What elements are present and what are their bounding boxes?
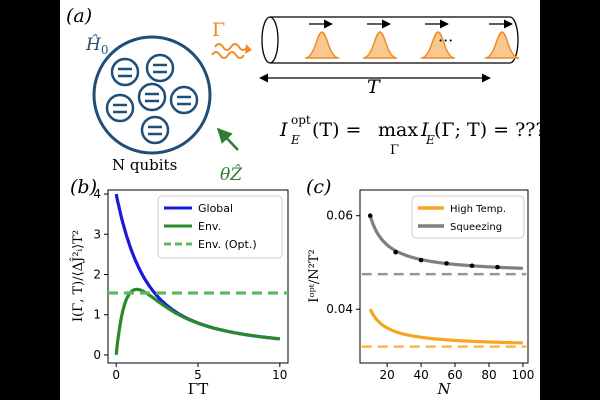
gamma-wave-icon	[211, 51, 245, 59]
figure-svg: (a) Ĥ0 N qubits θẐ Γ ··· T I opt	[66, 5, 540, 398]
theta-label: θẐ	[220, 164, 243, 185]
x-tick-label: 100	[511, 368, 534, 382]
panel-b-xlabel: ΓT	[188, 380, 208, 398]
x-tick-label: 10	[272, 368, 287, 382]
squeezing-point	[495, 264, 500, 270]
formula-rhs-sub: E	[425, 133, 435, 147]
formula-lhs-arg: (T) =	[312, 119, 368, 141]
time-label: T	[367, 76, 381, 98]
panel-b: (b) 0 5 10 0 1 2 3 4 ΓT I(Γ, T)/⟨ΔĴ²ᵢ⟩T² Global…	[70, 176, 289, 398]
qubit-group	[105, 53, 199, 145]
gamma-label: Γ	[212, 19, 225, 41]
x-tick-label: 5	[194, 368, 202, 382]
formula-rhs-arg: (Γ; T) = ???	[434, 119, 540, 141]
qubit-icon	[145, 53, 175, 83]
qubit-icon	[137, 82, 167, 112]
formula-max: max	[378, 119, 418, 141]
pulse-icon	[362, 19, 398, 59]
optimal-info-formula: I opt E (T) = max Γ I E (Γ; T) = ???	[279, 113, 540, 158]
panel-b-label: (b)	[70, 176, 97, 198]
qubits-label: N qubits	[112, 156, 177, 174]
panel-c-ticks: 20 40 60 80 100 0.04 0.06	[326, 209, 534, 382]
waveguide-tube	[261, 16, 519, 64]
panel-a: (a) Ĥ0 N qubits θẐ Γ ··· T I opt	[66, 5, 540, 185]
formula-rhs: I	[415, 119, 429, 141]
hamiltonian-label: Ĥ0	[85, 34, 108, 57]
x-tick-label: 60	[447, 368, 462, 382]
y-tick-label: 3	[93, 227, 101, 241]
formula-max-sub: Γ	[390, 143, 399, 158]
legend-squeezing-label: Squeezing	[450, 222, 502, 233]
panel-b-ticks: 0 5 10 0 1 2 3 4	[93, 187, 287, 382]
squeezing-point	[444, 261, 449, 266]
panel-c: (c) 20 40 60 80 100 0.04 0.06 N Iᵒᵖᵗ/N²T² High…	[306, 176, 534, 398]
figure: (a) Ĥ0 N qubits θẐ Γ ··· T I opt	[60, 0, 540, 400]
panel-c-xlabel: N	[436, 380, 451, 398]
pulse-icon	[304, 19, 340, 59]
legend-env-label: Env.	[198, 220, 221, 233]
pulse-icon	[484, 19, 520, 59]
qubit-icon	[105, 93, 135, 123]
qubit-icon	[140, 115, 170, 145]
gamma-arrowhead-icon	[245, 44, 252, 54]
panel-c-label: (c)	[306, 176, 331, 198]
x-tick-label: 40	[413, 368, 428, 382]
squeezing-point	[393, 249, 398, 255]
panel-a-label: (a)	[66, 5, 92, 27]
pulse-icon	[420, 19, 456, 59]
formula-lhs: I	[279, 119, 288, 141]
squeezing-point	[469, 263, 475, 269]
y-tick-label: 0.06	[326, 209, 353, 223]
legend-global-label: Global	[198, 202, 233, 215]
legend-env-opt-label: Env. (Opt.)	[198, 238, 257, 251]
panel-c-ylabel: Iᵒᵖᵗ/N²T²	[307, 249, 322, 302]
squeezing-point	[367, 213, 373, 219]
panel-c-axes-frame	[359, 189, 529, 364]
series-line-env	[114, 287, 280, 355]
panel-b-legend: Global Env. Env. (Opt.)	[157, 195, 283, 259]
gamma-wave2-icon	[214, 43, 248, 51]
panel-c-plot	[361, 213, 527, 348]
qubit-icon	[169, 85, 199, 115]
legend-hightemp-label: High Temp.	[450, 204, 506, 215]
ellipsis-dots: ···	[438, 31, 453, 50]
y-tick-label: 1	[93, 308, 101, 322]
pulse-train	[304, 19, 520, 59]
theta-arrow-icon	[216, 127, 239, 151]
y-tick-label: 4	[93, 187, 101, 201]
series-line-high-temp	[368, 308, 523, 345]
y-tick-label: 0.04	[326, 302, 353, 316]
squeezing-point	[418, 257, 424, 263]
x-tick-label: 0	[112, 368, 120, 382]
x-tick-label: 20	[380, 368, 395, 382]
formula-lhs-sub: E	[290, 133, 300, 147]
qubit-icon	[110, 57, 140, 87]
y-tick-label: 2	[93, 267, 101, 281]
x-tick-label: 80	[481, 368, 496, 382]
y-tick-label: 0	[93, 348, 101, 362]
panel-c-legend: High Temp. Squeezing	[411, 195, 525, 239]
panel-b-ylabel: I(Γ, T)/⟨ΔĴ²ᵢ⟩T²	[70, 230, 86, 322]
formula-lhs-sup: opt	[291, 113, 311, 127]
panel-b-plot	[108, 193, 288, 355]
